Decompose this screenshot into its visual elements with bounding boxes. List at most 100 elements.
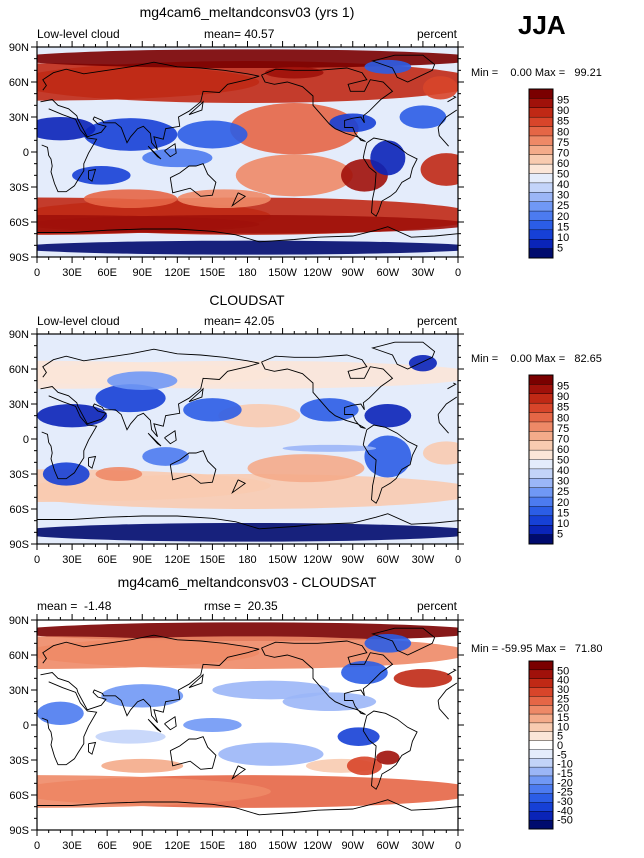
coastline [437, 682, 458, 701]
x-tick-label: 30W [412, 267, 435, 279]
colorbar-box [528, 468, 554, 479]
colorbar-label: 20 [557, 211, 569, 223]
panel-difference: mg4cam6_meltandconsv03 - CLOUDSAT mean =… [9, 574, 603, 852]
colorbar-box [528, 135, 554, 146]
coastline [261, 354, 394, 429]
coastline [437, 700, 449, 720]
panel-model: mg4cam6_meltandconsv03 (yrs 1) Low-level… [9, 4, 602, 279]
y-tick-label: 0 [23, 147, 29, 159]
colorbar-label: 75 [557, 423, 569, 435]
coastline [231, 192, 247, 208]
y-tick-label: 30S [9, 755, 29, 767]
x-tick-label: 60E [97, 554, 117, 566]
coastline [147, 145, 162, 160]
field-patch [95, 729, 166, 744]
coastline [169, 736, 217, 770]
colorbar-box [528, 740, 554, 750]
x-tick-label: 90W [341, 267, 364, 279]
colorbar-box [528, 449, 554, 461]
colorbar-box [528, 126, 554, 137]
colorbar-box [528, 163, 554, 175]
coastline [447, 668, 457, 676]
coastline [362, 424, 418, 504]
colorbar-box [528, 515, 554, 526]
y-tick-label: 90N [9, 329, 29, 341]
x-tick-label: 180 [238, 267, 256, 279]
colorbar-box [528, 766, 554, 777]
colorbar-box [528, 374, 554, 385]
panel-observation: CLOUDSAT Low-level cloud mean= 42.05 per… [9, 292, 602, 566]
coastline [147, 718, 162, 733]
panel-minmax-label: Min = 0.00 Max = 82.65 [471, 353, 602, 365]
colorbar-box [528, 220, 554, 231]
x-tick-label: 180 [238, 840, 256, 852]
coastline [40, 348, 260, 437]
colorbar-label: 30 [557, 684, 569, 696]
colorbar-box [528, 192, 554, 203]
field-patch [101, 758, 184, 773]
x-tick-label: 150W [268, 840, 297, 852]
colorbar-box [528, 412, 554, 423]
colorbar-label: 85 [557, 116, 569, 128]
y-axis: 90N 60N 30N 0 30S 60S 90S [9, 615, 464, 837]
y-tick-label: 90N [9, 615, 29, 627]
colorbar-label: 15 [557, 221, 569, 233]
colorbar-box [528, 793, 554, 803]
colorbar-box [528, 731, 554, 742]
x-tick-label: 30W [412, 554, 435, 566]
y-tick-label: 30N [9, 112, 29, 124]
colorbar-box [528, 421, 554, 432]
colorbar-label: -40 [557, 805, 573, 817]
colorbar-box [528, 775, 554, 786]
colorbar-label: 25 [557, 486, 569, 498]
field-patch [329, 113, 377, 133]
x-tick-label: 120W [303, 840, 332, 852]
colorbar-label: 15 [557, 507, 569, 519]
x-tick-label: 120E [164, 554, 190, 566]
heatmap-field [37, 620, 458, 830]
panel-title: CLOUDSAT [209, 292, 285, 308]
y-tick-label: 60S [9, 217, 29, 229]
field-layer [37, 355, 458, 542]
coastline [447, 95, 457, 103]
x-tick-label: 60E [97, 267, 117, 279]
colorbar-label: 30 [557, 190, 569, 202]
colorbar-label: -15 [557, 768, 573, 780]
panel-mean-label: mean= 40.57 [204, 27, 275, 41]
field-patch [183, 718, 242, 732]
field-patch [37, 701, 84, 725]
y-tick-label: 30S [9, 182, 29, 194]
field-patch [235, 154, 353, 197]
heatmap-field [37, 47, 458, 257]
field-patch [142, 148, 213, 168]
panel-units-label: percent [417, 27, 458, 41]
field-patch [37, 469, 271, 502]
field-patch [37, 523, 458, 542]
colorbar-box [528, 478, 554, 489]
coastline [37, 513, 459, 530]
colorbar-box [528, 687, 554, 697]
panel-mean-label: mean= 42.05 [204, 314, 275, 328]
x-tick-label: 60W [377, 554, 400, 566]
field-patch [422, 76, 458, 100]
x-tick-label: 150E [200, 840, 226, 852]
colorbar-label: 40 [557, 675, 569, 687]
field-patch [265, 66, 324, 79]
colorbar-box [528, 749, 554, 759]
y-tick-label: 90N [9, 42, 29, 54]
x-tick-label: 30W [412, 840, 435, 852]
x-tick-label: 60W [377, 267, 400, 279]
colorbar-box [528, 440, 554, 451]
field-patch [42, 462, 90, 486]
coastline [371, 341, 436, 370]
colorbar-label: 80 [557, 412, 569, 424]
x-tick-label: 0 [455, 554, 461, 566]
y-tick-label: 90S [9, 539, 29, 551]
y-axis: 90N 60N 30N 0 30S 60S 90S [9, 329, 464, 551]
colorbar-box [528, 402, 554, 414]
coastline [362, 710, 418, 790]
colorbar-box [528, 696, 554, 706]
field-patch [364, 435, 412, 478]
coastline [188, 673, 204, 689]
